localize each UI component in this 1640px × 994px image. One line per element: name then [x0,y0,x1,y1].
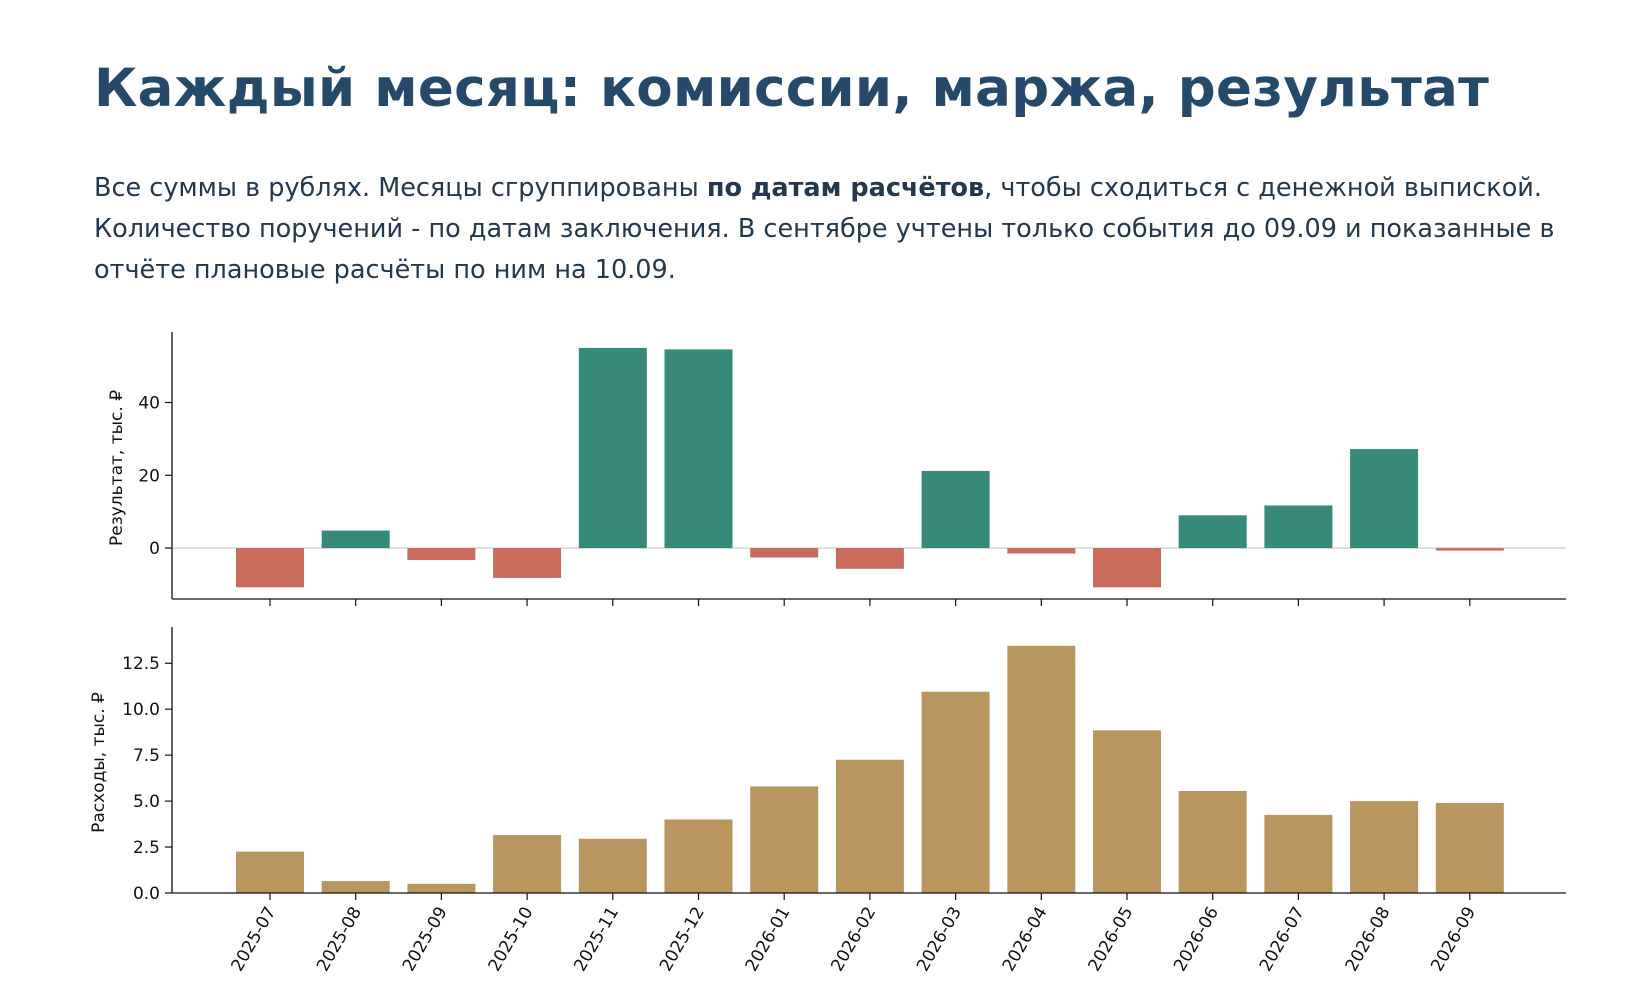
y-tick-label: 20 [138,466,160,486]
bar-2026-09 [1435,802,1504,893]
x-tick-label: 2026-08 [1342,904,1395,976]
y-tick-label: 40 [138,394,160,414]
y-tick-label: 7.5 [133,746,160,766]
y-tick-label: 2.5 [133,838,160,858]
x-tick-label: 2026-04 [999,904,1052,976]
result-chart: 0 20 40 Результат, тыс. ₽ [107,332,1566,606]
bar-2026-05 [1093,730,1161,893]
bar-2025-12 [664,349,733,549]
bar-2025-09 [407,548,476,561]
bar-2026-07 [1264,814,1333,893]
y-tick-label: 10.0 [122,700,160,720]
x-tick-label: 2025-12 [656,904,709,976]
description-bold-text: по датам расчётов [706,173,985,203]
y-tick-label: 5.0 [133,792,160,812]
bar-2025-10 [493,548,562,578]
bar-2026-04 [1007,645,1076,893]
bar-2025-07 [236,851,304,893]
x-tick-label: 2025-10 [485,904,538,976]
bar-2026-08 [1350,801,1419,893]
x-tick-label: 2026-07 [1256,904,1309,976]
description-text: Все суммы в рублях. Месяцы сгруппированы [94,173,707,203]
x-tick-label: 2026-05 [1084,904,1137,976]
description-text-continued: , чтобы сходиться с денежной выпиской. К… [94,173,1555,285]
bar-2026-09 [1435,548,1504,551]
bar-2025-08 [321,881,390,893]
expenses-chart: 0.0 2.5 5.0 7.5 10.0 12.5 2025-07 2025-08 2025-0… [89,627,1566,975]
bar-2025-12 [664,819,733,893]
x-tick-label: 2026-02 [827,904,880,976]
x-tick-label: 2026-01 [742,904,795,976]
bar-2025-11 [578,838,647,893]
page-description: Все суммы в рублях. Месяцы сгруппированы… [94,168,1564,291]
page-title: Каждый месяц: комиссии, маржа, результат [94,58,1490,119]
y-tick-label: 0 [149,539,160,559]
bar-2026-03 [921,691,990,893]
bar-2025-11 [578,347,647,549]
y-axis-label: Результат, тыс. ₽ [107,390,127,546]
bar-2025-09 [407,883,476,893]
y-tick-label: 12.5 [122,654,160,674]
bar-2026-08 [1350,449,1419,549]
bar-2026-02 [835,548,904,569]
bar-2026-01 [750,548,819,558]
x-tick-label: 2025-07 [227,904,280,976]
x-tick-label: 2025-09 [399,904,452,976]
x-tick-label: 2025-08 [313,904,366,976]
bar-2025-08 [321,530,390,549]
x-tick-label: 2026-03 [913,904,966,976]
bar-2026-02 [835,759,904,893]
bar-2025-10 [493,835,562,893]
bar-2026-06 [1178,790,1247,893]
bar-2025-07 [236,548,304,588]
bar-2026-06 [1178,515,1247,549]
y-tick-label: 0.0 [133,884,160,904]
bar-2026-03 [921,470,990,549]
bar-2026-05 [1093,548,1161,588]
y-axis-label: Расходы, тыс. ₽ [89,692,109,833]
bar-2026-01 [750,786,819,893]
bar-2026-04 [1007,548,1076,554]
x-tick-label: 2026-09 [1427,904,1480,976]
x-tick-label: 2025-11 [570,904,623,976]
bar-2026-07 [1264,505,1333,549]
x-tick-label: 2026-06 [1170,904,1223,976]
